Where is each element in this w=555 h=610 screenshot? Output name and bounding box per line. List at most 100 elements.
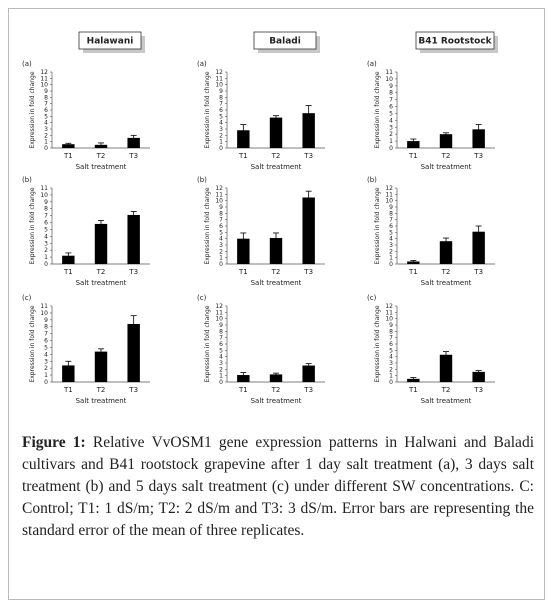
y-tick-label: 6 bbox=[44, 338, 48, 345]
panel-label: (b) bbox=[367, 176, 377, 184]
x-tick-label: T2 bbox=[271, 386, 281, 394]
bar bbox=[269, 117, 283, 148]
y-tick-label: 5 bbox=[219, 347, 223, 354]
panel-label: (c) bbox=[367, 294, 377, 302]
y-tick-label: 5 bbox=[44, 113, 48, 120]
y-tick-label: 12 bbox=[215, 69, 223, 76]
y-tick-label: 10 bbox=[40, 192, 48, 199]
y-tick-label: 0 bbox=[44, 379, 48, 386]
y-tick-label: 7 bbox=[44, 101, 48, 108]
x-axis-label: Salt treatment bbox=[251, 279, 302, 287]
bar bbox=[472, 231, 485, 264]
y-tick-label: 9 bbox=[44, 199, 48, 206]
y-tick-label: 4 bbox=[389, 354, 393, 361]
x-tick-label: T1 bbox=[63, 152, 73, 160]
y-tick-label: 1 bbox=[219, 255, 223, 262]
x-tick-label: T2 bbox=[96, 386, 106, 394]
y-tick-label: 1 bbox=[219, 373, 223, 380]
y-tick-label: 12 bbox=[40, 69, 48, 76]
y-tick-label: 11 bbox=[40, 185, 48, 192]
y-tick-label: 10 bbox=[215, 82, 223, 89]
panel-label: (b) bbox=[197, 176, 207, 184]
y-tick-label: 0 bbox=[389, 261, 393, 268]
panel-label: (b) bbox=[22, 176, 32, 184]
y-axis-label: Expression in fold change bbox=[29, 187, 36, 264]
y-tick-label: 4 bbox=[219, 236, 223, 243]
y-tick-label: 10 bbox=[385, 198, 393, 205]
y-tick-label: 10 bbox=[215, 316, 223, 323]
header-box bbox=[415, 31, 495, 50]
y-tick-label: 11 bbox=[40, 303, 48, 310]
y-tick-label: 3 bbox=[219, 360, 223, 367]
y-axis-label: Expression in fold change bbox=[374, 305, 381, 382]
bar bbox=[439, 354, 453, 382]
x-tick-label: T1 bbox=[63, 268, 73, 276]
x-tick-label: T2 bbox=[96, 268, 106, 276]
x-tick-label: T1 bbox=[408, 152, 418, 160]
y-tick-label: 11 bbox=[385, 69, 393, 76]
y-tick-label: 2 bbox=[219, 366, 223, 373]
x-tick-label: T1 bbox=[408, 268, 418, 276]
x-tick-label: T1 bbox=[63, 386, 73, 394]
y-tick-label: 9 bbox=[219, 322, 223, 329]
y-tick-label: 1 bbox=[44, 139, 48, 146]
x-axis-label: Salt treatment bbox=[76, 279, 127, 287]
x-tick-label: T3 bbox=[303, 268, 313, 276]
y-tick-label: 0 bbox=[219, 145, 223, 152]
bar bbox=[127, 323, 140, 382]
x-tick-label: T3 bbox=[128, 386, 138, 394]
x-tick-label: T2 bbox=[271, 268, 281, 276]
bar bbox=[302, 197, 315, 264]
figure: Halawani Baladi B41 Rootstock (a) Expression… bbox=[22, 31, 498, 405]
y-tick-label: 8 bbox=[389, 210, 393, 217]
bar bbox=[439, 241, 453, 264]
x-tick-label: T3 bbox=[473, 152, 483, 160]
y-tick-label: 7 bbox=[219, 335, 223, 342]
y-tick-label: 6 bbox=[44, 107, 48, 114]
y-tick-label: 8 bbox=[219, 210, 223, 217]
x-tick-label: T3 bbox=[303, 386, 313, 394]
y-tick-label: 12 bbox=[215, 185, 223, 192]
y-tick-label: 2 bbox=[44, 247, 48, 254]
panel-label: (a) bbox=[367, 60, 377, 68]
bar bbox=[302, 365, 315, 382]
x-tick-label: T2 bbox=[96, 152, 106, 160]
bar bbox=[237, 375, 250, 382]
panel-label: (a) bbox=[22, 60, 32, 68]
y-tick-label: 10 bbox=[385, 76, 393, 83]
y-tick-label: 1 bbox=[389, 373, 393, 380]
x-tick-label: T3 bbox=[473, 268, 483, 276]
y-tick-label: 0 bbox=[44, 145, 48, 152]
y-tick-label: 10 bbox=[40, 82, 48, 89]
bar bbox=[237, 130, 250, 148]
y-tick-label: 5 bbox=[219, 229, 223, 236]
y-tick-label: 7 bbox=[389, 335, 393, 342]
x-axis-label: Salt treatment bbox=[421, 279, 472, 287]
x-tick-label: T2 bbox=[441, 386, 451, 394]
panel-label: (c) bbox=[197, 294, 207, 302]
y-tick-label: 3 bbox=[219, 126, 223, 133]
y-tick-label: 5 bbox=[44, 344, 48, 351]
y-tick-label: 6 bbox=[219, 223, 223, 230]
y-tick-label: 6 bbox=[389, 104, 393, 111]
y-tick-label: 9 bbox=[44, 317, 48, 324]
y-tick-label: 2 bbox=[44, 132, 48, 139]
x-tick-label: T2 bbox=[271, 152, 281, 160]
y-tick-label: 6 bbox=[219, 341, 223, 348]
x-tick-label: T3 bbox=[128, 268, 138, 276]
x-tick-label: T3 bbox=[473, 386, 483, 394]
bar bbox=[269, 374, 283, 382]
bar bbox=[407, 378, 420, 382]
y-tick-label: 9 bbox=[219, 204, 223, 211]
y-tick-label: 9 bbox=[389, 83, 393, 90]
y-axis-label: Expression in fold change bbox=[204, 71, 211, 148]
y-tick-label: 9 bbox=[389, 322, 393, 329]
x-tick-label: T1 bbox=[238, 268, 248, 276]
y-tick-label: 8 bbox=[219, 328, 223, 335]
bar bbox=[62, 144, 75, 148]
bar bbox=[62, 365, 75, 382]
column-header: Halawani bbox=[87, 37, 134, 47]
x-axis-label: Salt treatment bbox=[251, 397, 302, 405]
y-tick-label: 9 bbox=[389, 204, 393, 211]
